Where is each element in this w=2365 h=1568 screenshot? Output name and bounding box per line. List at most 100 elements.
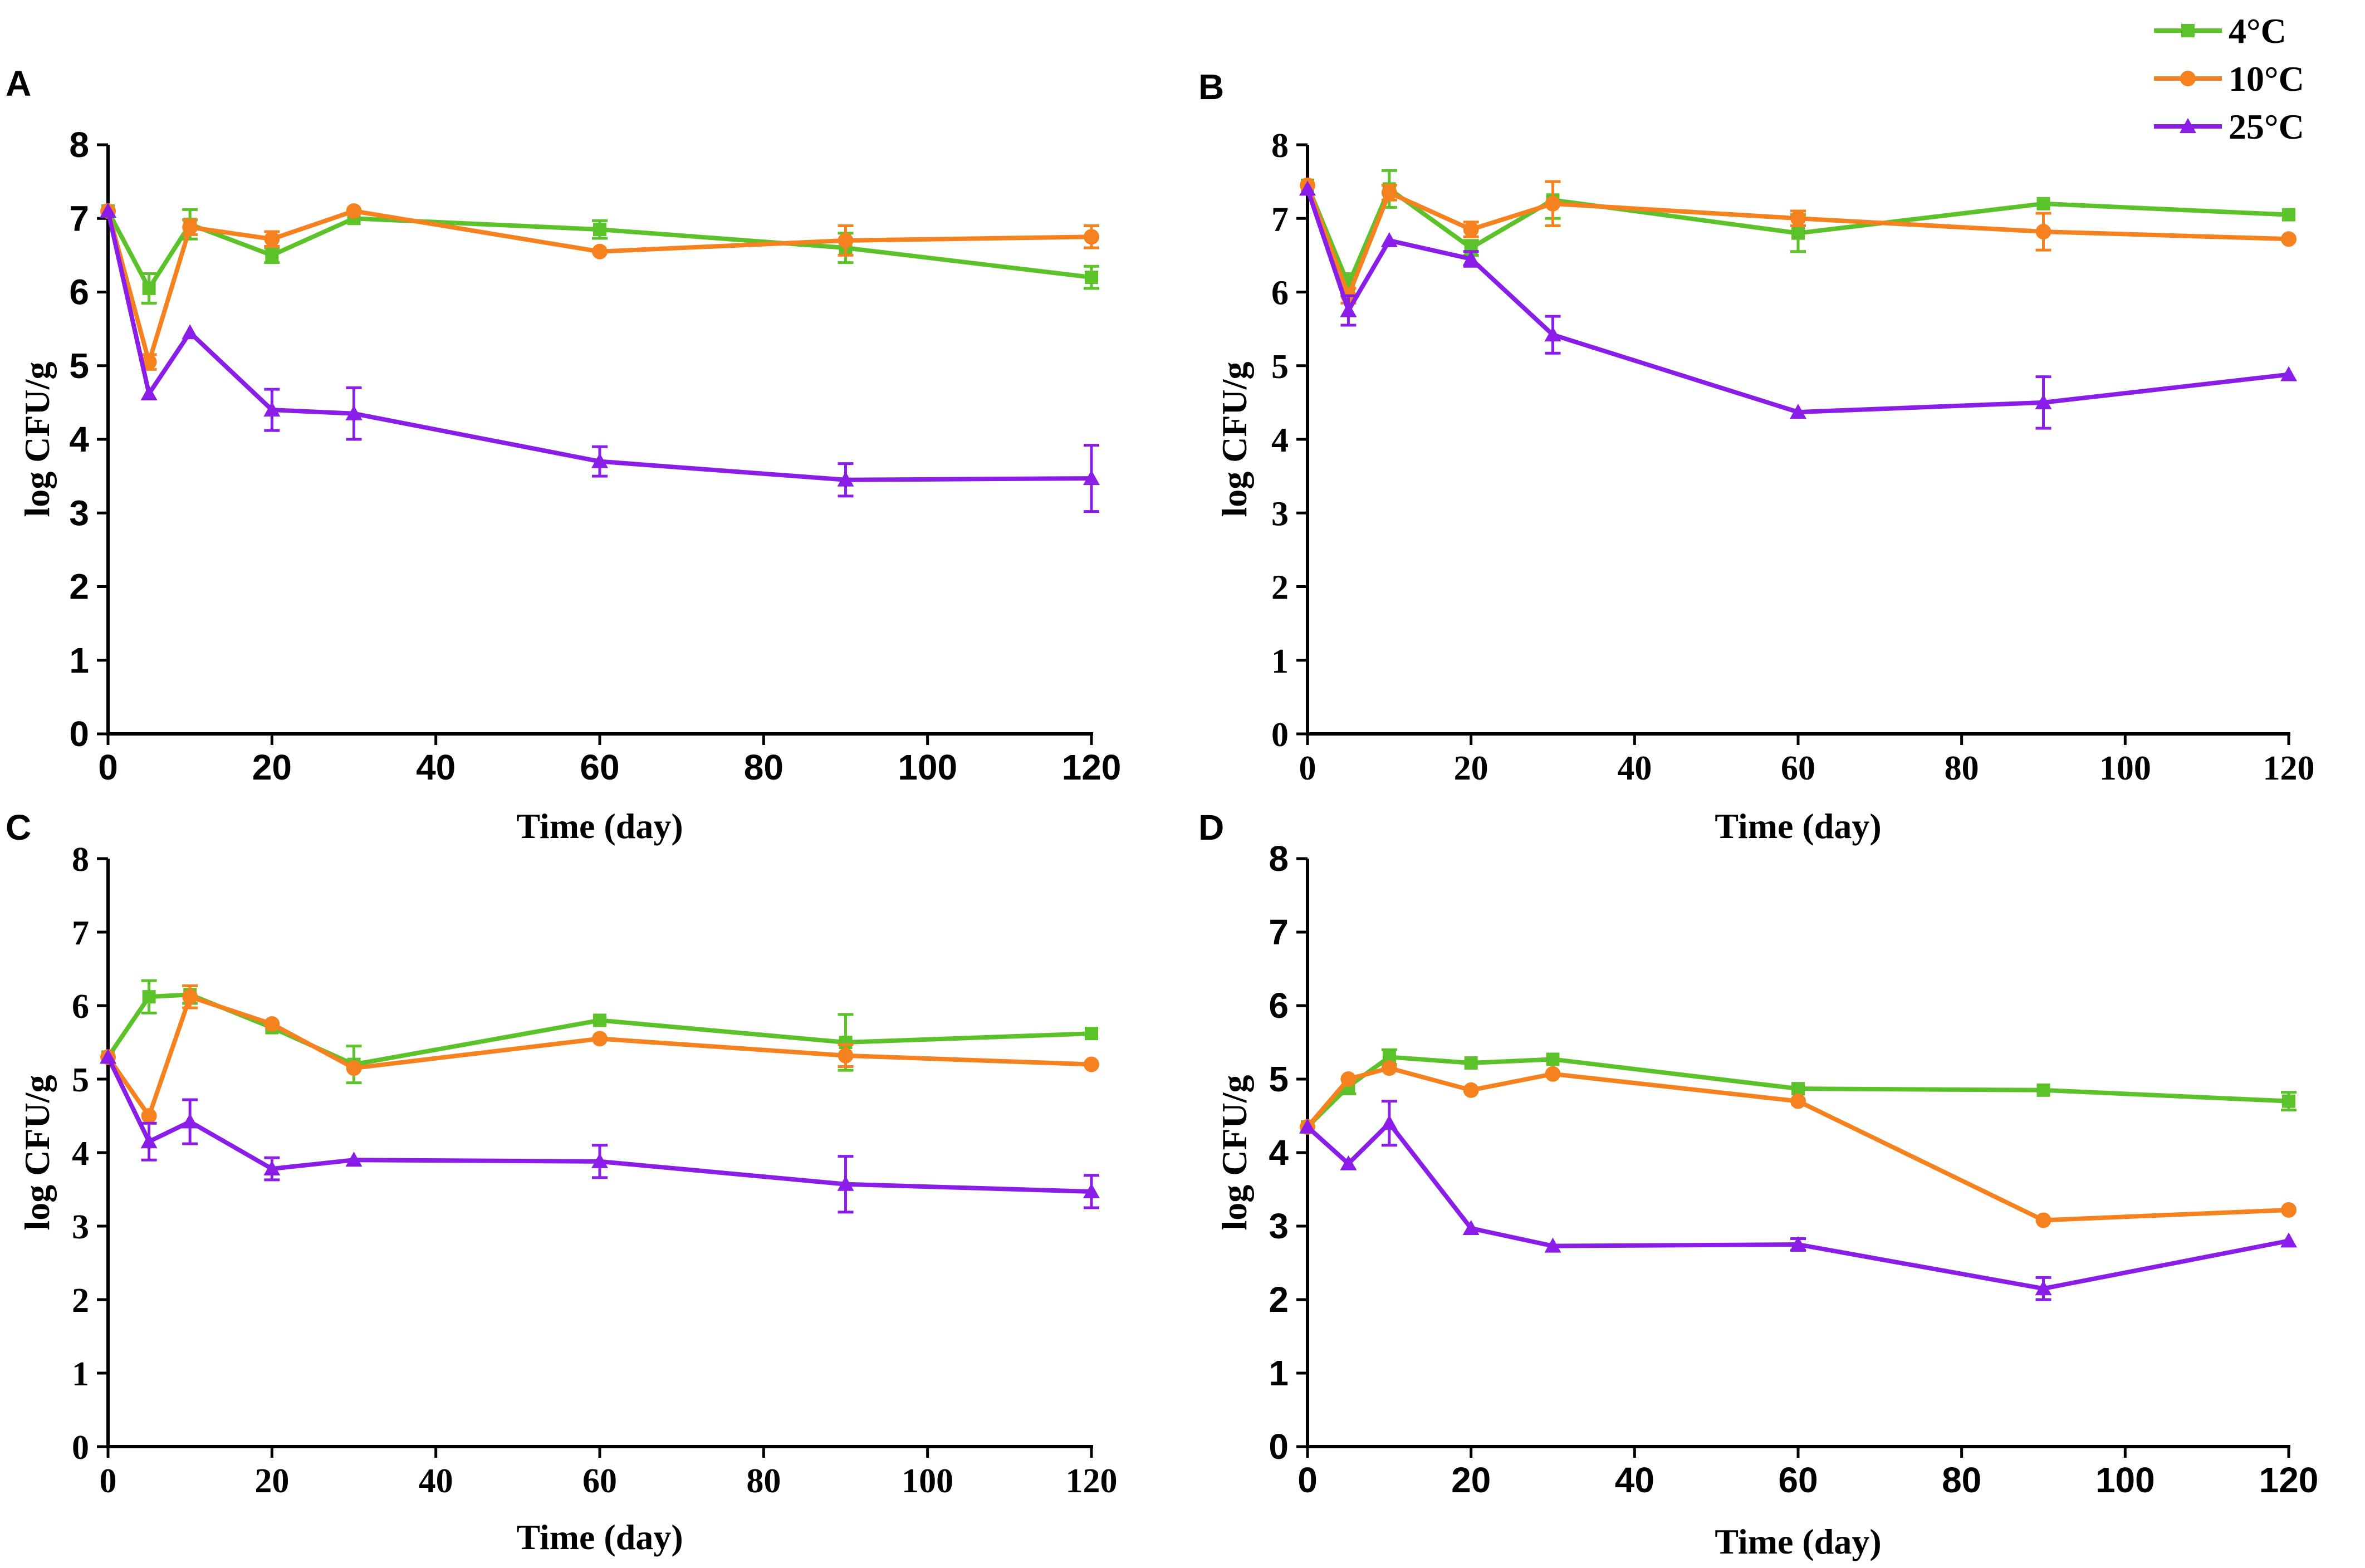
legend-entry: 4°C [2154, 11, 2286, 51]
data-point [1340, 1071, 1357, 1087]
x-tick-label: 120 [2259, 1460, 2319, 1500]
data-point [100, 203, 116, 218]
data-point [182, 1113, 199, 1129]
data-point [1340, 1155, 1357, 1170]
series-line [106, 209, 1092, 365]
series-line [1305, 184, 2289, 298]
x-tick-label: 20 [1454, 749, 1488, 787]
data-point [1381, 1060, 1397, 1076]
data-point [837, 1175, 854, 1191]
y-axis-title: log CFU/g [17, 1075, 57, 1230]
y-tick-label: 8 [1271, 127, 1289, 165]
x-tick-label: 60 [1781, 749, 1815, 787]
y-tick-label: 5 [1271, 348, 1289, 386]
x-tick-label: 60 [580, 747, 619, 787]
x-tick-label: 0 [98, 747, 118, 787]
series-10C [100, 203, 1099, 371]
data-point [142, 990, 156, 1004]
series-line [106, 992, 1092, 1067]
data-point [591, 1153, 608, 1168]
data-point [140, 385, 158, 401]
data-point [2036, 1083, 2050, 1097]
data-point [1380, 232, 1398, 247]
legend-label: 25°C [2229, 107, 2304, 146]
y-tick-label: 7 [69, 198, 89, 238]
series-line [106, 994, 1092, 1118]
series-10C [1300, 1060, 2297, 1228]
data-point [265, 248, 279, 262]
data-point [263, 1160, 281, 1176]
data-point [1083, 470, 1100, 486]
data-point [1084, 1056, 1099, 1072]
data-point [346, 203, 362, 219]
data-point [1085, 1027, 1098, 1041]
data-point [2035, 394, 2052, 409]
x-tick-label: 80 [744, 747, 784, 787]
legend-marker [2180, 118, 2196, 133]
data-point [2282, 208, 2295, 222]
x-axis-title: Time (day) [516, 806, 683, 846]
series-4C [1301, 1048, 2297, 1134]
y-tick-label: 1 [1271, 643, 1289, 680]
data-point [182, 989, 198, 1005]
y-tick-label: 4 [1269, 1133, 1289, 1173]
legend: 4°C 10°C 25°C [2154, 11, 2304, 146]
y-tick-label: 3 [1269, 1206, 1289, 1246]
y-tick-label: 7 [1269, 912, 1289, 952]
data-point [264, 231, 280, 247]
data-point [1299, 1118, 1316, 1134]
data-point [2281, 1202, 2297, 1218]
x-tick-label: 120 [2263, 749, 2315, 787]
x-tick-label: 0 [100, 1462, 117, 1500]
data-point [140, 1133, 158, 1149]
data-point [142, 281, 156, 295]
legend-entry: 10°C [2154, 59, 2304, 99]
x-tick-label: 80 [1945, 749, 1979, 787]
data-point [345, 405, 363, 420]
data-point [1462, 1219, 1480, 1235]
series-25C [1299, 1100, 2297, 1301]
legend-entry: 25°C [2154, 107, 2304, 146]
data-point [2035, 1280, 2052, 1296]
x-tick-label: 60 [1778, 1460, 1818, 1500]
y-tick-label: 8 [1269, 839, 1289, 879]
data-point [1462, 250, 1480, 266]
x-axis-title: Time (day) [1715, 806, 1881, 846]
data-point [1791, 1082, 1805, 1096]
y-tick-label: 6 [69, 272, 89, 312]
series-25C [100, 1048, 1100, 1214]
x-tick-label: 100 [898, 747, 957, 787]
data-point [100, 1048, 116, 1064]
data-point [1790, 404, 1806, 419]
x-tick-label: 20 [1451, 1460, 1491, 1500]
data-point [1790, 1236, 1806, 1251]
y-tick-label: 4 [1271, 422, 1289, 459]
data-point [1544, 326, 1561, 342]
x-tick-label: 40 [1615, 1460, 1654, 1500]
y-axis-title: log CFU/g [1215, 361, 1254, 517]
y-tick-label: 3 [69, 493, 89, 533]
series-line [1306, 1121, 2289, 1291]
y-axis-title: log CFU/g [17, 361, 57, 517]
data-point [591, 453, 608, 468]
data-point [1380, 1115, 1398, 1130]
data-point [1791, 226, 1805, 240]
data-point [2281, 231, 2297, 247]
data-point [1463, 1082, 1479, 1098]
y-tick-label: 2 [69, 567, 89, 607]
data-point [2036, 197, 2050, 210]
y-tick-label: 2 [1271, 569, 1289, 607]
x-tick-label: 100 [2099, 749, 2151, 787]
y-tick-label: 7 [1271, 200, 1289, 238]
y-tick-label: 5 [1269, 1059, 1289, 1099]
data-point [838, 1047, 854, 1064]
y-tick-label: 6 [1269, 986, 1289, 1026]
x-tick-label: 100 [2095, 1460, 2155, 1500]
series-line [106, 210, 1092, 291]
data-point [1340, 302, 1357, 317]
y-tick-label: 0 [1271, 716, 1289, 754]
data-point [346, 1060, 362, 1076]
